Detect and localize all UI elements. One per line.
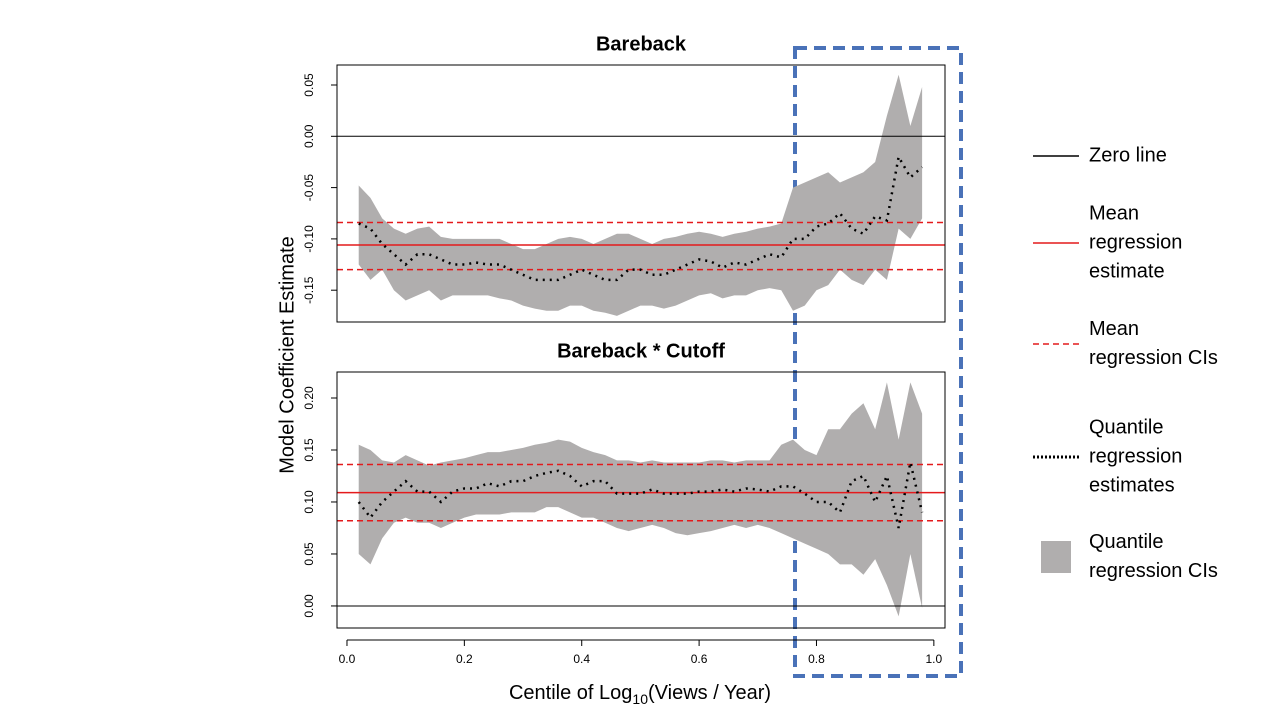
- highlight-box: [793, 46, 963, 678]
- plot-frame: [336, 371, 946, 629]
- x-tick-label: 1.0: [926, 652, 943, 666]
- x-tick-label: 0.6: [691, 652, 708, 666]
- plot-frame: [336, 64, 946, 323]
- x-axis-label-subscript: 10: [632, 691, 648, 707]
- panel-title: Bareback: [596, 33, 687, 55]
- ci-band: [358, 74, 923, 316]
- legend-label: Zero line: [1089, 144, 1167, 166]
- x-tick-label: 0.4: [573, 652, 590, 666]
- y-tick-label: -0.05: [302, 174, 316, 202]
- legend-label: estimate: [1089, 260, 1165, 282]
- x-axis-label-rest: (Views / Year): [648, 682, 771, 704]
- x-tick-label: 0.0: [339, 652, 356, 666]
- legend-label: Mean: [1089, 318, 1139, 340]
- x-tick-label: 0.8: [808, 652, 825, 666]
- legend-label: estimates: [1089, 474, 1175, 496]
- y-axis-label: Model Coefficient Estimate: [276, 236, 298, 474]
- legend-label: regression: [1089, 445, 1182, 467]
- quantile-line: [358, 153, 923, 282]
- y-tick-label: 0.10: [302, 490, 316, 514]
- y-tick-label: 0.00: [302, 594, 316, 618]
- legend-label: regression CIs: [1089, 560, 1218, 582]
- ci-band: [358, 382, 923, 617]
- y-tick-label: 0.20: [302, 386, 316, 410]
- legend-label: Quantile: [1089, 416, 1164, 438]
- y-tick-label: 0.05: [302, 542, 316, 566]
- legend-label: regression CIs: [1089, 347, 1218, 369]
- x-tick-label: 0.2: [456, 652, 473, 666]
- x-axis-label-main: Centile of Log: [509, 682, 632, 704]
- y-tick-label: 0.00: [302, 124, 316, 148]
- legend-label: regression: [1089, 231, 1182, 253]
- legend-swatch: [1041, 541, 1071, 573]
- y-tick-label: 0.15: [302, 438, 316, 462]
- y-tick-label: -0.15: [302, 276, 316, 304]
- y-tick-label: -0.10: [302, 225, 316, 253]
- panel-title: Bareback * Cutoff: [557, 340, 725, 362]
- x-axis-label: Centile of Log10(Views / Year): [509, 682, 771, 706]
- legend-label: Quantile: [1089, 531, 1164, 553]
- y-tick-label: 0.05: [302, 73, 316, 97]
- legend-label: Mean: [1089, 202, 1139, 224]
